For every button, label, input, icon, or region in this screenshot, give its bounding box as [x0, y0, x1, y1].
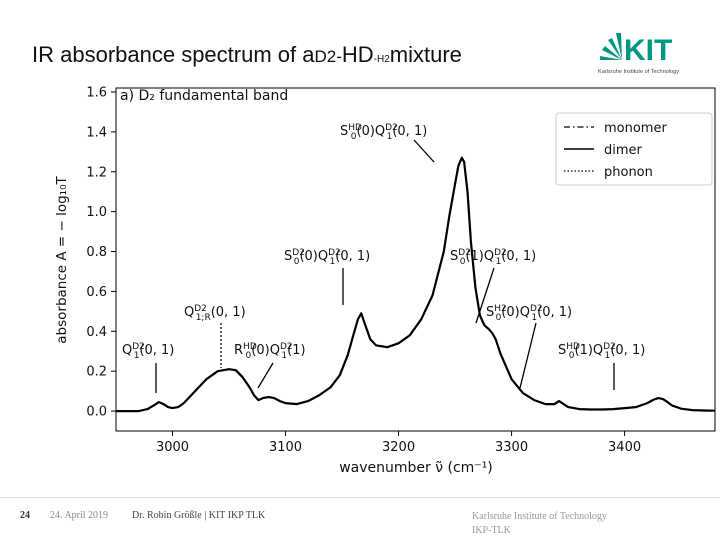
legend-box — [555, 112, 713, 186]
annotation-label: SH2 0(0)QD2 1(0, 1) — [486, 304, 572, 323]
series-line-dimer — [116, 156, 716, 413]
annotation-label: RHD 0(0)QD2 1(1) — [234, 342, 306, 361]
footer-author: Dr. Robin Größle | KIT IKP TLK — [132, 510, 266, 521]
kit-logo: KIT Karlsruhe Institute of Technology — [598, 33, 679, 75]
footer-date: 24. April 2019 — [50, 510, 109, 521]
title-d2: D2- — [314, 47, 342, 66]
x-tick-label: 3100 — [269, 440, 302, 455]
logo-fan-icon — [600, 33, 622, 60]
ir-spectrum-chart: 3000 3100 3200 3300 3400 0.0 0.2 0.4 0.6 0.8 1.0 1.… — [54, 85, 716, 476]
y-tick-label: 0.4 — [86, 325, 107, 340]
page-number: 24 — [20, 510, 30, 521]
annotation-label: SD2 0(1)QD2 1(0, 1) — [450, 248, 536, 267]
title-mixture: mixture — [389, 42, 462, 67]
annotation-pointer — [475, 267, 495, 324]
y-tick-label: 1.2 — [86, 165, 107, 180]
annotation-label: QD2 1;R(0, 1) — [184, 304, 246, 323]
x-tick-label: 3000 — [156, 440, 189, 455]
legend-label-dimer: dimer — [604, 143, 643, 158]
annotation-pointer — [519, 322, 537, 389]
annotation-label: SHD 0(0)QD2 1(0, 1) — [340, 123, 427, 142]
annotation-label: SHD 0(1)QD2 1(0, 1) — [558, 342, 645, 361]
axes-layer: 3000 3100 3200 3300 3400 0.0 0.2 0.4 0.6 0.8 1.0 1.… — [86, 85, 641, 455]
annotation-pointer — [413, 139, 435, 163]
footer-institute-line1: Karlsruhe Institute of Technology — [472, 511, 607, 522]
legend: monomer dimer phonon — [555, 112, 713, 186]
data-layer — [116, 156, 716, 413]
y-tick-label: 0.8 — [86, 245, 107, 260]
logo-subtitle: Karlsruhe Institute of Technology — [598, 69, 679, 75]
legend-label-phonon: phonon — [604, 165, 653, 180]
x-tick-label: 3200 — [382, 440, 415, 455]
y-tick-label: 0.2 — [86, 365, 107, 380]
annotation-pointer — [257, 362, 274, 389]
y-tick-label: 0.6 — [86, 285, 107, 300]
panel-label: a) D₂ fundamental band — [120, 88, 288, 104]
x-tick-label: 3300 — [495, 440, 528, 455]
x-tick-label: 3400 — [608, 440, 641, 455]
y-tick-label: 1.4 — [86, 125, 107, 140]
annotation-label: SD2 0(0)QD2 1(0, 1) — [284, 248, 370, 267]
annotation-label: QD2 1(0, 1) — [122, 342, 174, 361]
title-hd: HD — [341, 42, 374, 67]
x-axis-label: wavenumber ν̃ (cm⁻¹) — [339, 460, 493, 476]
y-axis-label: absorbance A = − log₁₀T — [54, 176, 70, 344]
footer-institute-line2: IKP-TLK — [472, 525, 511, 536]
logo-letters: KIT — [624, 34, 672, 67]
slide-title: IR absorbance spectrum of a D2- HD -H2 m… — [32, 42, 462, 76]
y-tick-label: 1.0 — [86, 205, 107, 220]
y-tick-label: 0.0 — [86, 405, 107, 420]
title-h2: -H2 — [373, 54, 390, 65]
legend-label-monomer: monomer — [604, 121, 667, 136]
footer-bar: 24 24. April 2019 Dr. Robin Größle | KIT… — [0, 497, 720, 541]
title-text: IR absorbance spectrum of a — [32, 42, 315, 67]
y-tick-label: 1.6 — [86, 85, 107, 100]
annotation-layer: SHD 0(0)QD2 1(0, 1) SD2 0(0)QD2 1(0, 1) SD2 0(1… — [122, 123, 645, 393]
footer-institute: Karlsruhe Institute of Technology IKP-TL… — [472, 510, 607, 538]
